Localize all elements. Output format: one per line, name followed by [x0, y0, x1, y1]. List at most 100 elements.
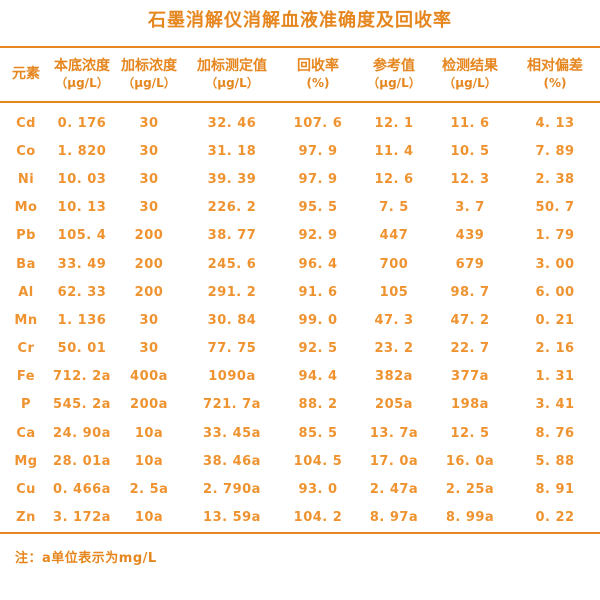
table-row: Ni 10. 03 30 39. 39 97. 9 12. 6 12. 3 2. 38: [0, 165, 600, 193]
value-cell: 0. 22: [535, 510, 575, 526]
value-cell: 3. 00: [535, 256, 575, 272]
value-cell: 1090a: [208, 369, 256, 385]
column-header-0: 元素: [0, 47, 52, 102]
value-cell: 94. 4: [298, 369, 338, 385]
column-header-3: 加标测定值 （μg/L）: [186, 47, 278, 102]
column-header-2: 加标浓度 （μg/L）: [112, 47, 186, 102]
value-cell: 2. 38: [535, 171, 575, 187]
value-cell: 700: [379, 256, 409, 272]
value-cell: 8. 99a: [445, 510, 495, 526]
value-cell: 200: [134, 284, 164, 300]
value-cell: 38. 46a: [203, 453, 261, 469]
value-cell: 721. 7a: [203, 397, 261, 413]
header-row: 元素 本底浓度 （μg/L） 加标浓度 （μg/L） 加标测定值 （μg/L） 回收率 (%) 参…: [0, 47, 600, 102]
value-cell: 447: [379, 228, 409, 244]
element-cell: P: [20, 397, 32, 413]
element-cell: Co: [16, 143, 36, 159]
value-cell: 5. 88: [535, 453, 575, 469]
column-header-label: 加标浓度: [121, 58, 177, 74]
column-header-unit: （μg/L）: [55, 76, 109, 90]
table-row: Cd 0. 176 30 32. 46 107. 6 12. 1 11. 6 4. 13: [0, 102, 600, 137]
value-cell: 12. 1: [374, 115, 414, 131]
value-cell: 24. 90a: [53, 425, 111, 441]
value-cell: 22. 7: [450, 341, 490, 357]
value-cell: 2. 25a: [445, 482, 495, 498]
value-cell: 13. 7a: [369, 425, 419, 441]
value-cell: 47. 3: [374, 312, 414, 328]
value-cell: 2. 5a: [129, 482, 169, 498]
value-cell: 92. 5: [298, 341, 338, 357]
value-cell: 30: [139, 171, 159, 187]
table-row: Cu 0. 466a 2. 5a 2. 790a 93. 0 2. 47a 2. 25a 8.…: [0, 475, 600, 503]
value-cell: 91. 6: [298, 284, 338, 300]
value-cell: 23. 2: [374, 341, 414, 357]
table-row: Fe 712. 2a 400a 1090a 94. 4 382a 377a 1. 31: [0, 363, 600, 391]
value-cell: 12. 6: [374, 171, 414, 187]
column-header-4: 回收率 (%): [278, 47, 358, 102]
value-cell: 200: [134, 256, 164, 272]
element-cell: Mn: [14, 312, 38, 328]
value-cell: 30. 84: [207, 312, 257, 328]
value-cell: 400a: [130, 369, 168, 385]
value-cell: 1. 136: [57, 312, 107, 328]
value-cell: 39. 39: [207, 171, 257, 187]
element-cell: Mo: [14, 200, 38, 216]
table-row: Co 1. 820 30 31. 18 97. 9 11. 4 10. 5 7. 89: [0, 137, 600, 165]
element-cell: Ba: [16, 256, 36, 272]
value-cell: 10. 5: [450, 143, 490, 159]
element-cell: Pb: [16, 228, 36, 244]
column-header-label: 本底浓度: [54, 58, 110, 74]
value-cell: 439: [455, 228, 485, 244]
value-cell: 99. 0: [298, 312, 338, 328]
value-cell: 30: [139, 200, 159, 216]
column-header-5: 参考值 （μg/L）: [358, 47, 430, 102]
value-cell: 3. 172a: [53, 510, 111, 526]
value-cell: 545. 2a: [53, 397, 111, 413]
table-body: Cd 0. 176 30 32. 46 107. 6 12. 1 11. 6 4. 13 Co 1…: [0, 102, 600, 533]
table-row: Mg 28. 01a 10a 38. 46a 104. 5 17. 0a 16. 0a 5. …: [0, 447, 600, 475]
value-cell: 1. 31: [535, 369, 575, 385]
value-cell: 93. 0: [298, 482, 338, 498]
value-cell: 10a: [134, 425, 164, 441]
column-header-label: 回收率: [297, 58, 339, 74]
value-cell: 0. 21: [535, 312, 575, 328]
column-header-unit: （μg/L）: [205, 76, 259, 90]
element-cell: Ni: [17, 171, 35, 187]
value-cell: 7. 5: [379, 200, 409, 216]
value-cell: 105: [379, 284, 409, 300]
value-cell: 200: [134, 228, 164, 244]
value-cell: 13. 59a: [203, 510, 261, 526]
value-cell: 2. 16: [535, 341, 575, 357]
element-cell: Al: [18, 284, 34, 300]
value-cell: 8. 76: [535, 425, 575, 441]
value-cell: 0. 176: [57, 115, 107, 131]
value-cell: 12. 3: [450, 171, 490, 187]
element-cell: Fe: [16, 369, 36, 385]
column-header-label: 检测结果: [442, 58, 498, 74]
element-cell: Zn: [16, 510, 36, 526]
value-cell: 30: [139, 115, 159, 131]
value-cell: 3. 41: [535, 397, 575, 413]
element-cell: Mg: [14, 453, 38, 469]
value-cell: 226. 2: [207, 200, 257, 216]
value-cell: 104. 5: [293, 453, 343, 469]
column-header-label: 参考值: [373, 58, 415, 74]
value-cell: 30: [139, 341, 159, 357]
element-cell: Cu: [16, 482, 36, 498]
value-cell: 97. 9: [298, 171, 338, 187]
table-row: Mn 1. 136 30 30. 84 99. 0 47. 3 47. 2 0. 21: [0, 306, 600, 334]
value-cell: 10. 13: [57, 200, 107, 216]
value-cell: 1. 820: [57, 143, 107, 159]
table-row: Ba 33. 49 200 245. 6 96. 4 700 679 3. 00: [0, 250, 600, 278]
table-row: Zn 3. 172a 10a 13. 59a 104. 2 8. 97a 8. 99a 0. …: [0, 504, 600, 533]
value-cell: 200a: [130, 397, 168, 413]
value-cell: 50. 7: [535, 200, 575, 216]
value-cell: 92. 9: [298, 228, 338, 244]
column-header-unit: （μg/L）: [367, 76, 421, 90]
column-header-unit: (%): [543, 76, 567, 90]
value-cell: 33. 45a: [203, 425, 261, 441]
value-cell: 85. 5: [298, 425, 338, 441]
value-cell: 105. 4: [57, 228, 107, 244]
value-cell: 8. 91: [535, 482, 575, 498]
